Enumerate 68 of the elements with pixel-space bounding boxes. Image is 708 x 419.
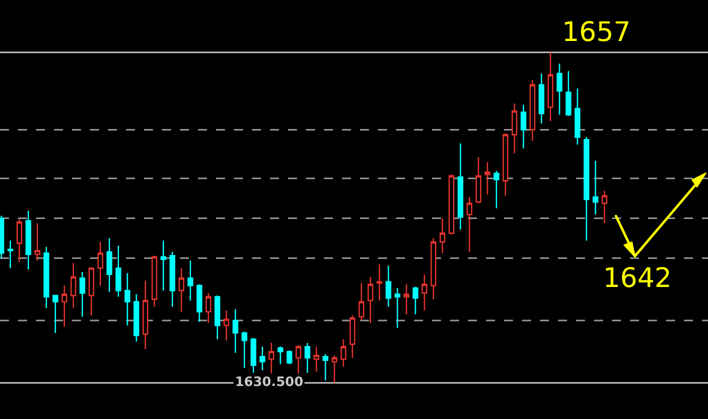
candlestick	[214, 294, 220, 340]
candlestick	[62, 284, 68, 328]
candlestick	[494, 170, 500, 209]
candlestick	[134, 294, 140, 342]
candlestick	[386, 264, 392, 308]
candlestick	[188, 260, 194, 302]
candlestick	[530, 79, 536, 142]
candlestick	[8, 240, 14, 269]
candlestick	[340, 338, 346, 368]
candlestick	[458, 142, 464, 230]
candlestick	[466, 196, 472, 253]
candlestick	[124, 272, 130, 326]
candlestick	[170, 251, 176, 308]
candlestick	[520, 104, 526, 150]
candlestick	[70, 262, 76, 309]
annotation: 1657	[562, 17, 631, 48]
candlestick	[260, 346, 266, 372]
candlestick	[232, 308, 238, 354]
candlestick	[278, 346, 284, 365]
candlestick	[52, 294, 58, 334]
candlestick	[394, 287, 400, 329]
candlestick	[404, 284, 410, 315]
candlestick	[448, 174, 454, 236]
candlestick	[538, 72, 544, 124]
annotation: 1642	[603, 263, 672, 294]
candlestick	[430, 238, 436, 300]
candlestick	[322, 354, 328, 381]
candlestick	[304, 342, 310, 374]
candlestick	[88, 267, 94, 316]
candlestick	[116, 245, 122, 298]
candlestick	[368, 276, 374, 324]
candlestick	[574, 88, 580, 146]
candlestick	[196, 284, 202, 322]
candlestick	[412, 286, 418, 315]
candlestick	[548, 52, 554, 122]
candlestick	[224, 310, 230, 342]
candlestick	[422, 274, 428, 312]
candlestick	[592, 160, 598, 216]
candlestick	[584, 136, 590, 242]
candlestick	[160, 240, 166, 292]
candlestick	[512, 102, 518, 154]
candlestick	[602, 190, 608, 224]
candlestick	[16, 218, 22, 263]
candlestick	[484, 161, 490, 196]
candlestick	[314, 346, 320, 372]
ref-line-label: 1630.500	[235, 375, 304, 390]
candlestick	[34, 222, 40, 262]
candlestick	[142, 280, 148, 350]
candlestick	[250, 337, 256, 374]
candlestick	[350, 314, 356, 359]
candlestick	[106, 238, 112, 292]
candlestick	[242, 331, 248, 369]
candlestick	[44, 246, 50, 309]
candlestick	[80, 271, 86, 318]
candlestick	[376, 264, 382, 302]
candlestick	[152, 254, 158, 308]
candlestick	[286, 350, 292, 365]
candlestick	[98, 241, 104, 286]
candlestick	[206, 292, 212, 324]
candlestick	[556, 62, 562, 116]
candlestick	[476, 156, 482, 204]
candlestick	[178, 267, 184, 312]
candlestick	[502, 132, 508, 196]
candlestick	[26, 210, 32, 270]
candlestick	[358, 282, 364, 322]
candlestick	[332, 354, 338, 384]
candlestick	[440, 218, 446, 254]
candlestick	[566, 70, 572, 117]
